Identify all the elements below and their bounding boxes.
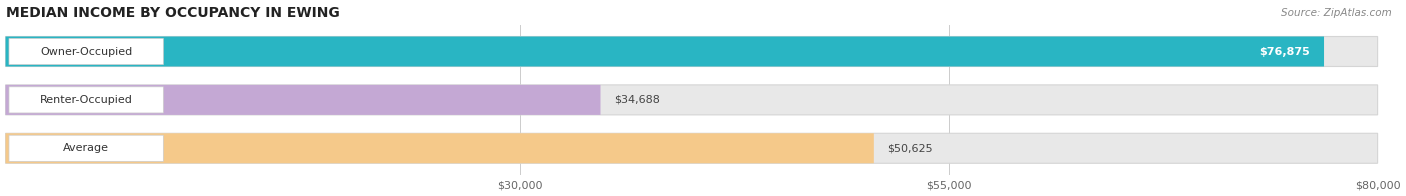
Text: Renter-Occupied: Renter-Occupied [39, 95, 132, 105]
Text: $34,688: $34,688 [614, 95, 659, 105]
Text: MEDIAN INCOME BY OCCUPANCY IN EWING: MEDIAN INCOME BY OCCUPANCY IN EWING [6, 5, 339, 20]
FancyBboxPatch shape [6, 133, 873, 163]
FancyBboxPatch shape [6, 36, 1324, 66]
FancyBboxPatch shape [8, 38, 163, 64]
Text: Owner-Occupied: Owner-Occupied [39, 46, 132, 56]
FancyBboxPatch shape [8, 87, 163, 113]
FancyBboxPatch shape [8, 135, 163, 161]
Text: Source: ZipAtlas.com: Source: ZipAtlas.com [1281, 8, 1392, 18]
FancyBboxPatch shape [6, 85, 1378, 115]
Text: $50,625: $50,625 [887, 143, 934, 153]
FancyBboxPatch shape [6, 133, 1378, 163]
Text: Average: Average [63, 143, 110, 153]
FancyBboxPatch shape [6, 85, 600, 115]
FancyBboxPatch shape [6, 36, 1378, 66]
Text: $76,875: $76,875 [1260, 46, 1310, 56]
